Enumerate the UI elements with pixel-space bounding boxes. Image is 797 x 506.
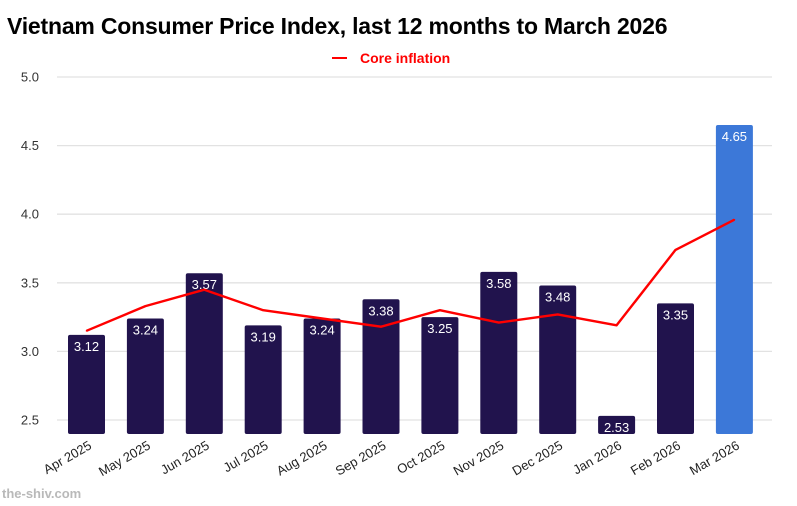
x-axis-ticks: Apr 2025 May 2025 Jun 2025 Jul 2025 Aug 2025… (41, 438, 742, 480)
legend-label: Core inflation (360, 50, 451, 66)
bar (715, 125, 753, 435)
bar-value-label: 4.65 (722, 129, 747, 144)
y-tick-label: 4.5 (21, 138, 39, 153)
bar-value-label: 2.53 (604, 420, 629, 435)
bar (244, 325, 282, 434)
bar (185, 273, 223, 434)
core-inflation-point (203, 288, 206, 291)
legend-line-swatch (332, 57, 347, 59)
core-inflation-point (733, 218, 736, 221)
core-inflation-point (262, 309, 265, 312)
x-tick-label: Mar 2026 (687, 438, 742, 478)
bar-labels: 3.12 3.24 3.57 3.19 3.24 3.38 3.25 3.58 3.48 2.53… (74, 129, 747, 435)
x-tick-label: Nov 2025 (451, 438, 507, 479)
x-tick-label: Jun 2025 (158, 438, 212, 478)
bar-value-label: 3.19 (251, 329, 276, 344)
y-tick-label: 3.0 (21, 344, 39, 359)
y-tick-label: 5.0 (21, 70, 39, 85)
y-tick-label: 3.5 (21, 275, 39, 290)
bar (68, 334, 105, 434)
x-tick-label: Apr 2025 (41, 438, 94, 477)
bar-value-label: 3.24 (309, 322, 334, 337)
y-axis-ticks: 2.5 3.0 3.5 4.0 4.5 5.0 (21, 70, 39, 428)
core-inflation-line (85, 218, 736, 332)
bar (362, 299, 400, 434)
y-tick-label: 2.5 (21, 413, 39, 428)
core-inflation-point (556, 313, 559, 316)
bar-value-label: 3.57 (192, 277, 217, 292)
bar-value-label: 3.12 (74, 339, 99, 354)
core-inflation-point (144, 305, 147, 307)
x-tick-label: Oct 2025 (394, 438, 447, 477)
legend: Core inflation (332, 50, 450, 66)
x-tick-label: Dec 2025 (510, 438, 566, 479)
chart-title: Vietnam Consumer Price Index, last 12 mo… (7, 13, 668, 39)
bar (421, 317, 459, 434)
core-inflation-point (85, 330, 88, 332)
gridlines (57, 76, 772, 421)
x-tick-label: Feb 2026 (628, 438, 683, 478)
core-inflation-polyline (86, 218, 735, 332)
bar-value-label: 3.35 (663, 307, 688, 322)
bar-value-label: 3.38 (368, 303, 393, 318)
bar (657, 303, 694, 434)
bar-value-label: 3.58 (486, 276, 511, 291)
bar (126, 318, 164, 434)
core-inflation-point (674, 249, 677, 251)
bar (539, 285, 577, 434)
core-inflation-point (321, 317, 323, 320)
core-inflation-point (439, 309, 441, 312)
watermark: the-shiv.com (2, 486, 82, 501)
bar (598, 415, 636, 434)
x-tick-label: Jul 2025 (221, 438, 271, 476)
x-tick-label: Jan 2026 (570, 438, 624, 478)
x-tick-label: Aug 2025 (274, 438, 330, 479)
core-inflation-point (498, 321, 500, 324)
x-tick-label: Sep 2025 (333, 438, 389, 479)
bar-value-label: 3.25 (427, 321, 452, 336)
bar-value-label: 3.24 (133, 322, 158, 337)
bar (480, 271, 518, 434)
core-inflation-point (380, 325, 382, 328)
y-tick-label: 4.0 (21, 207, 39, 222)
bar-value-label: 3.48 (545, 290, 570, 305)
bars (68, 125, 753, 435)
x-tick-label: May 2025 (96, 438, 153, 480)
bar (303, 318, 341, 434)
core-inflation-point (615, 324, 618, 327)
